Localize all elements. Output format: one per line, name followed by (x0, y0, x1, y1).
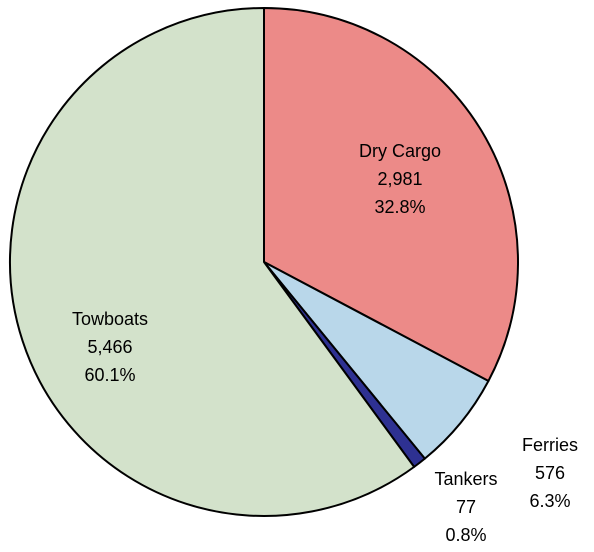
slice-label: Towboats (72, 309, 148, 329)
slice-label: Tankers (434, 469, 497, 489)
slice-percent: 32.8% (374, 197, 425, 217)
slice-value: 77 (456, 497, 476, 517)
slice-percent: 60.1% (84, 365, 135, 385)
slice-percent: 0.8% (445, 525, 486, 545)
slice-value: 5,466 (87, 337, 132, 357)
slice-label: Ferries (522, 435, 578, 455)
slice-label: Dry Cargo (359, 141, 441, 161)
slice-percent: 6.3% (529, 491, 570, 511)
pie-slice (9, 7, 416, 517)
slice-value: 2,981 (377, 169, 422, 189)
slice-value: 576 (535, 463, 565, 483)
pie-slice (263, 7, 519, 382)
